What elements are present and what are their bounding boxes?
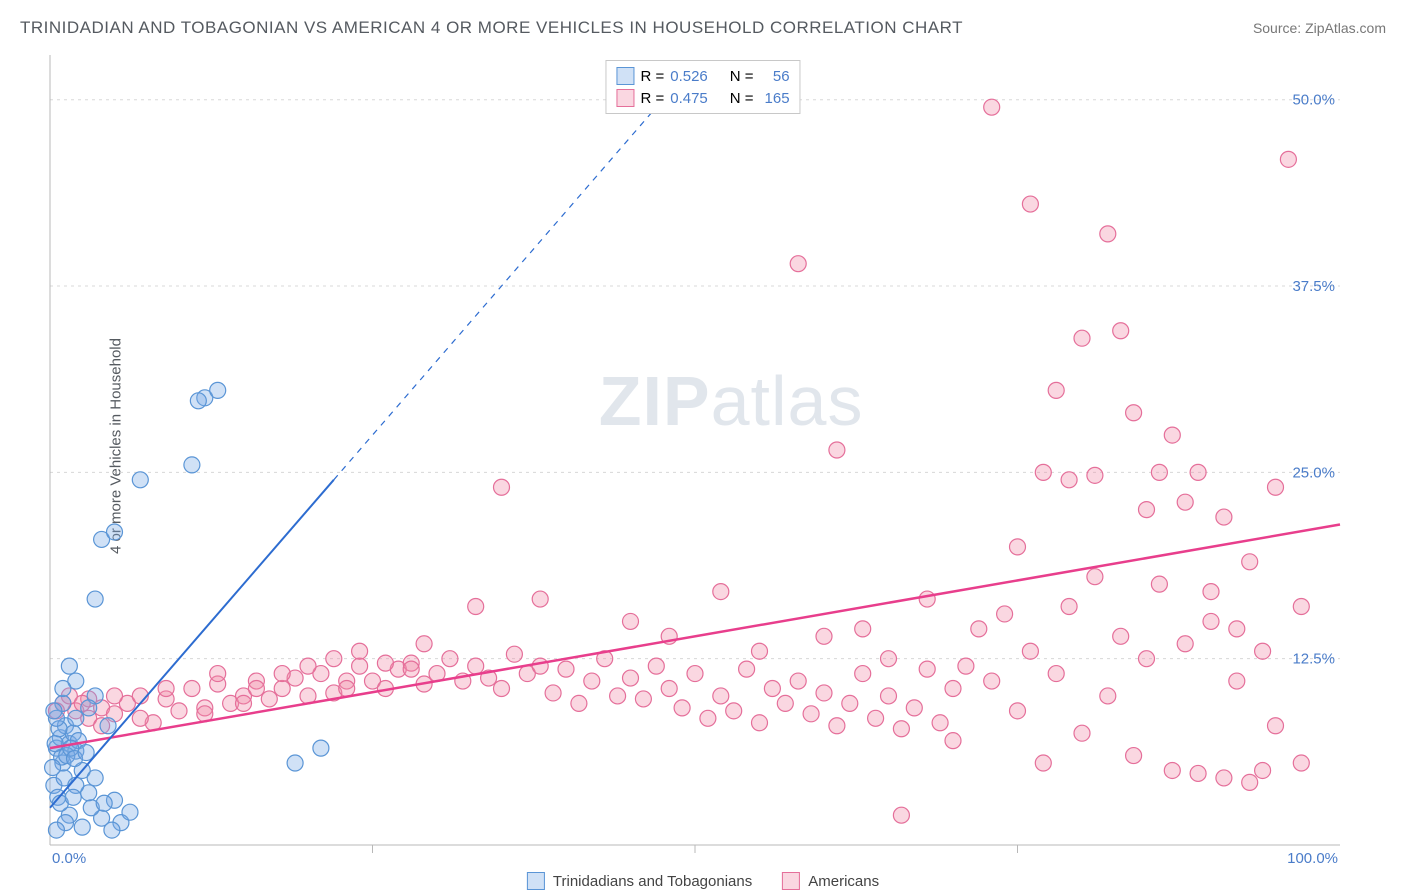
r-value-2: 0.475 bbox=[670, 90, 708, 107]
source-name: ZipAtlas.com bbox=[1305, 20, 1386, 36]
source-label: Source: bbox=[1253, 20, 1305, 36]
r-label-2: R = bbox=[640, 90, 664, 107]
legend-stats-box: R = 0.526 N = 56 R = 0.475 N = 165 bbox=[605, 60, 800, 114]
legend-item-2: Americans bbox=[782, 872, 879, 890]
n-value-1: 56 bbox=[760, 68, 790, 85]
n-value-2: 165 bbox=[760, 90, 790, 107]
svg-text:50.0%: 50.0% bbox=[1292, 92, 1335, 109]
svg-text:12.5%: 12.5% bbox=[1292, 651, 1335, 668]
legend-stats-row-2: R = 0.475 N = 165 bbox=[616, 87, 789, 109]
legend-label-1: Trinidadians and Tobagonians bbox=[553, 873, 752, 890]
n-label-1: N = bbox=[730, 68, 754, 85]
n-label-2: N = bbox=[730, 90, 754, 107]
swatch-series-1 bbox=[616, 67, 634, 85]
chart-plot: 12.5%25.0%37.5%50.0%0.0%100.0% bbox=[50, 55, 1340, 860]
legend-label-2: Americans bbox=[808, 873, 879, 890]
scatter-chart-svg: 12.5%25.0%37.5%50.0%0.0%100.0% bbox=[50, 55, 1340, 860]
swatch-series-2-bottom bbox=[782, 872, 800, 890]
swatch-series-2 bbox=[616, 89, 634, 107]
legend-bottom: Trinidadians and Tobagonians Americans bbox=[527, 872, 879, 890]
svg-text:100.0%: 100.0% bbox=[1287, 850, 1338, 867]
r-value-1: 0.526 bbox=[670, 68, 708, 85]
r-label-1: R = bbox=[640, 68, 664, 85]
svg-text:0.0%: 0.0% bbox=[52, 850, 86, 867]
chart-title: TRINIDADIAN AND TOBAGONIAN VS AMERICAN 4… bbox=[20, 18, 963, 38]
swatch-series-1-bottom bbox=[527, 872, 545, 890]
svg-text:37.5%: 37.5% bbox=[1292, 278, 1335, 295]
svg-text:25.0%: 25.0% bbox=[1292, 464, 1335, 481]
legend-stats-row-1: R = 0.526 N = 56 bbox=[616, 65, 789, 87]
legend-item-1: Trinidadians and Tobagonians bbox=[527, 872, 752, 890]
source-attribution: Source: ZipAtlas.com bbox=[1253, 20, 1386, 36]
